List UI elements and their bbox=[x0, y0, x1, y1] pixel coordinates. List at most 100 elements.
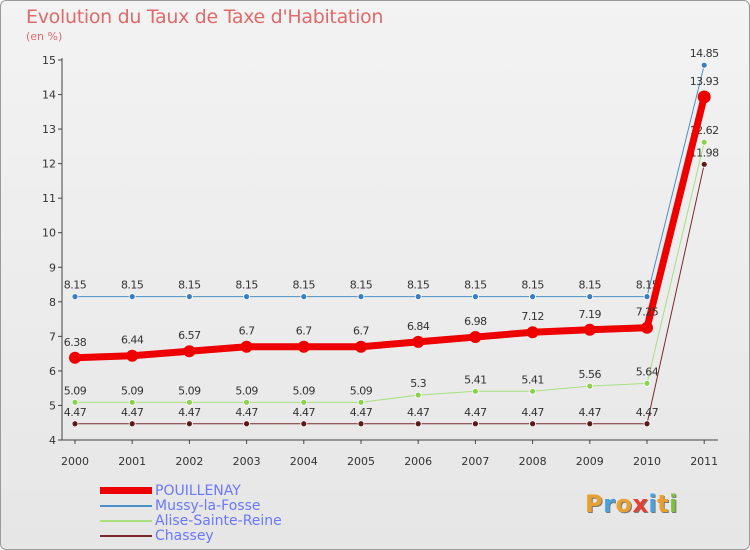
data-point-mussy-la-fosse bbox=[185, 293, 193, 301]
data-label-pouillenay: 6.44 bbox=[121, 334, 144, 347]
logo-letter: i bbox=[648, 490, 658, 518]
data-label-pouillenay: 7.19 bbox=[579, 308, 602, 321]
data-label-chassey: 4.47 bbox=[636, 406, 659, 419]
series-line-pouillenay bbox=[71, 93, 708, 362]
data-point-alise-sainte-reine bbox=[643, 379, 651, 387]
data-label-pouillenay: 6.38 bbox=[64, 336, 87, 349]
legend-label-pouillenay: POUILLENAY bbox=[155, 483, 241, 499]
data-label-mussy-la-fosse: 8.15 bbox=[579, 279, 602, 292]
data-point-mussy-la-fosse bbox=[529, 293, 536, 301]
data-point-pouillenay bbox=[583, 323, 596, 336]
y-tick-label: 13 bbox=[42, 123, 56, 136]
data-point-mussy-la-fosse bbox=[243, 293, 251, 301]
data-point-mussy-la-fosse bbox=[357, 293, 365, 301]
data-point-mussy-la-fosse bbox=[586, 293, 594, 301]
y-tick-label: 10 bbox=[42, 227, 56, 240]
data-label-chassey: 11.98 bbox=[690, 146, 719, 159]
data-label-pouillenay: 6.7 bbox=[296, 325, 312, 338]
y-tick-label: 7 bbox=[49, 330, 56, 343]
data-point-mussy-la-fosse bbox=[300, 293, 308, 301]
data-point-mussy-la-fosse bbox=[71, 293, 79, 301]
data-point-mussy-la-fosse bbox=[471, 293, 479, 301]
data-label-mussy-la-fosse: 8.15 bbox=[121, 279, 144, 292]
chart-ylabel: (en %) bbox=[26, 30, 63, 43]
legend-swatch-alise bbox=[100, 520, 152, 522]
y-tick-label: 14 bbox=[42, 89, 56, 102]
data-label-alise-sainte-reine: 5.09 bbox=[64, 384, 87, 397]
data-point-pouillenay bbox=[412, 335, 425, 348]
logo-letter: t bbox=[657, 490, 670, 518]
x-tick-label: 2002 bbox=[175, 455, 203, 468]
data-point-chassey bbox=[643, 420, 651, 428]
data-label-alise-sainte-reine: 5.09 bbox=[121, 384, 144, 397]
data-point-chassey bbox=[586, 420, 594, 428]
data-label-mussy-la-fosse: 8.15 bbox=[64, 279, 87, 292]
x-tick-label: 2001 bbox=[118, 455, 146, 468]
data-label-mussy-la-fosse: 8.15 bbox=[521, 279, 544, 292]
data-label-chassey: 4.47 bbox=[293, 406, 316, 419]
data-label-mussy-la-fosse: 8.15 bbox=[235, 279, 258, 292]
data-label-chassey: 4.47 bbox=[407, 406, 430, 419]
data-label-alise-sainte-reine: 5.09 bbox=[235, 384, 258, 397]
y-tick-label: 6 bbox=[49, 365, 56, 378]
data-point-pouillenay bbox=[697, 90, 711, 104]
data-point-mussy-la-fosse bbox=[414, 293, 422, 301]
data-label-mussy-la-fosse: 8.15 bbox=[293, 279, 316, 292]
data-label-pouillenay: 7.25 bbox=[636, 306, 659, 319]
x-tick-label: 2005 bbox=[347, 455, 375, 468]
chart-title: Evolution du Taux de Taxe d'Habitation bbox=[26, 6, 384, 28]
data-point-alise-sainte-reine bbox=[529, 387, 536, 395]
proxiti-logo: Proxiti bbox=[585, 490, 678, 518]
data-label-chassey: 4.47 bbox=[464, 406, 487, 419]
logo-letter: o bbox=[615, 490, 633, 518]
data-label-chassey: 4.47 bbox=[350, 406, 373, 419]
data-label-alise-sainte-reine: 5.41 bbox=[521, 373, 544, 386]
data-label-chassey: 4.47 bbox=[178, 406, 201, 419]
data-label-pouillenay: 6.98 bbox=[464, 315, 487, 328]
y-tick-label: 8 bbox=[49, 296, 56, 309]
x-tick-label: 2011 bbox=[690, 455, 718, 468]
legend-swatch-pouillenay bbox=[100, 487, 152, 494]
data-label-alise-sainte-reine: 5.56 bbox=[579, 368, 602, 381]
data-point-pouillenay bbox=[526, 326, 539, 339]
data-point-pouillenay bbox=[126, 349, 139, 362]
data-point-pouillenay bbox=[297, 340, 310, 353]
data-point-pouillenay bbox=[641, 321, 653, 334]
data-label-pouillenay: 13.93 bbox=[690, 75, 719, 88]
data-label-alise-sainte-reine: 5.09 bbox=[178, 384, 201, 397]
data-label-pouillenay: 6.84 bbox=[407, 320, 430, 333]
data-point-chassey bbox=[71, 420, 79, 428]
data-point-alise-sainte-reine bbox=[300, 398, 308, 406]
data-label-mussy-la-fosse: 8.15 bbox=[407, 279, 430, 292]
y-tick-label: 5 bbox=[49, 399, 56, 412]
x-tick-label: 2000 bbox=[61, 455, 89, 468]
data-label-pouillenay: 6.7 bbox=[239, 325, 255, 338]
data-label-alise-sainte-reine: 5.64 bbox=[636, 365, 659, 378]
x-tick-label: 2004 bbox=[290, 455, 318, 468]
legend-swatch-chassey bbox=[100, 535, 152, 537]
data-point-pouillenay bbox=[69, 351, 81, 364]
data-point-chassey bbox=[414, 420, 422, 428]
data-point-pouillenay bbox=[183, 345, 196, 358]
data-point-pouillenay bbox=[469, 331, 482, 344]
data-point-alise-sainte-reine bbox=[586, 382, 594, 390]
legend-label-alise: Alise-Sainte-Reine bbox=[155, 513, 282, 529]
data-label-alise-sainte-reine: 5.09 bbox=[293, 384, 316, 397]
data-label-chassey: 4.47 bbox=[121, 406, 144, 419]
x-tick-label: 2006 bbox=[404, 455, 432, 468]
data-point-alise-sainte-reine bbox=[700, 138, 708, 146]
x-tick-label: 2003 bbox=[233, 455, 261, 468]
data-point-pouillenay bbox=[355, 340, 367, 353]
series-line-chassey bbox=[74, 163, 705, 425]
data-label-alise-sainte-reine: 5.41 bbox=[464, 373, 487, 386]
x-tick-label: 2010 bbox=[633, 455, 661, 468]
data-point-alise-sainte-reine bbox=[357, 398, 365, 406]
x-tick-label: 2007 bbox=[461, 455, 489, 468]
y-tick-label: 9 bbox=[49, 261, 56, 274]
data-point-chassey bbox=[471, 420, 479, 428]
logo-letter: i bbox=[669, 490, 678, 518]
data-label-pouillenay: 6.7 bbox=[353, 325, 369, 338]
data-point-mussy-la-fosse bbox=[700, 61, 708, 69]
data-label-alise-sainte-reine: 5.09 bbox=[350, 384, 373, 397]
data-label-chassey: 4.47 bbox=[521, 406, 544, 419]
